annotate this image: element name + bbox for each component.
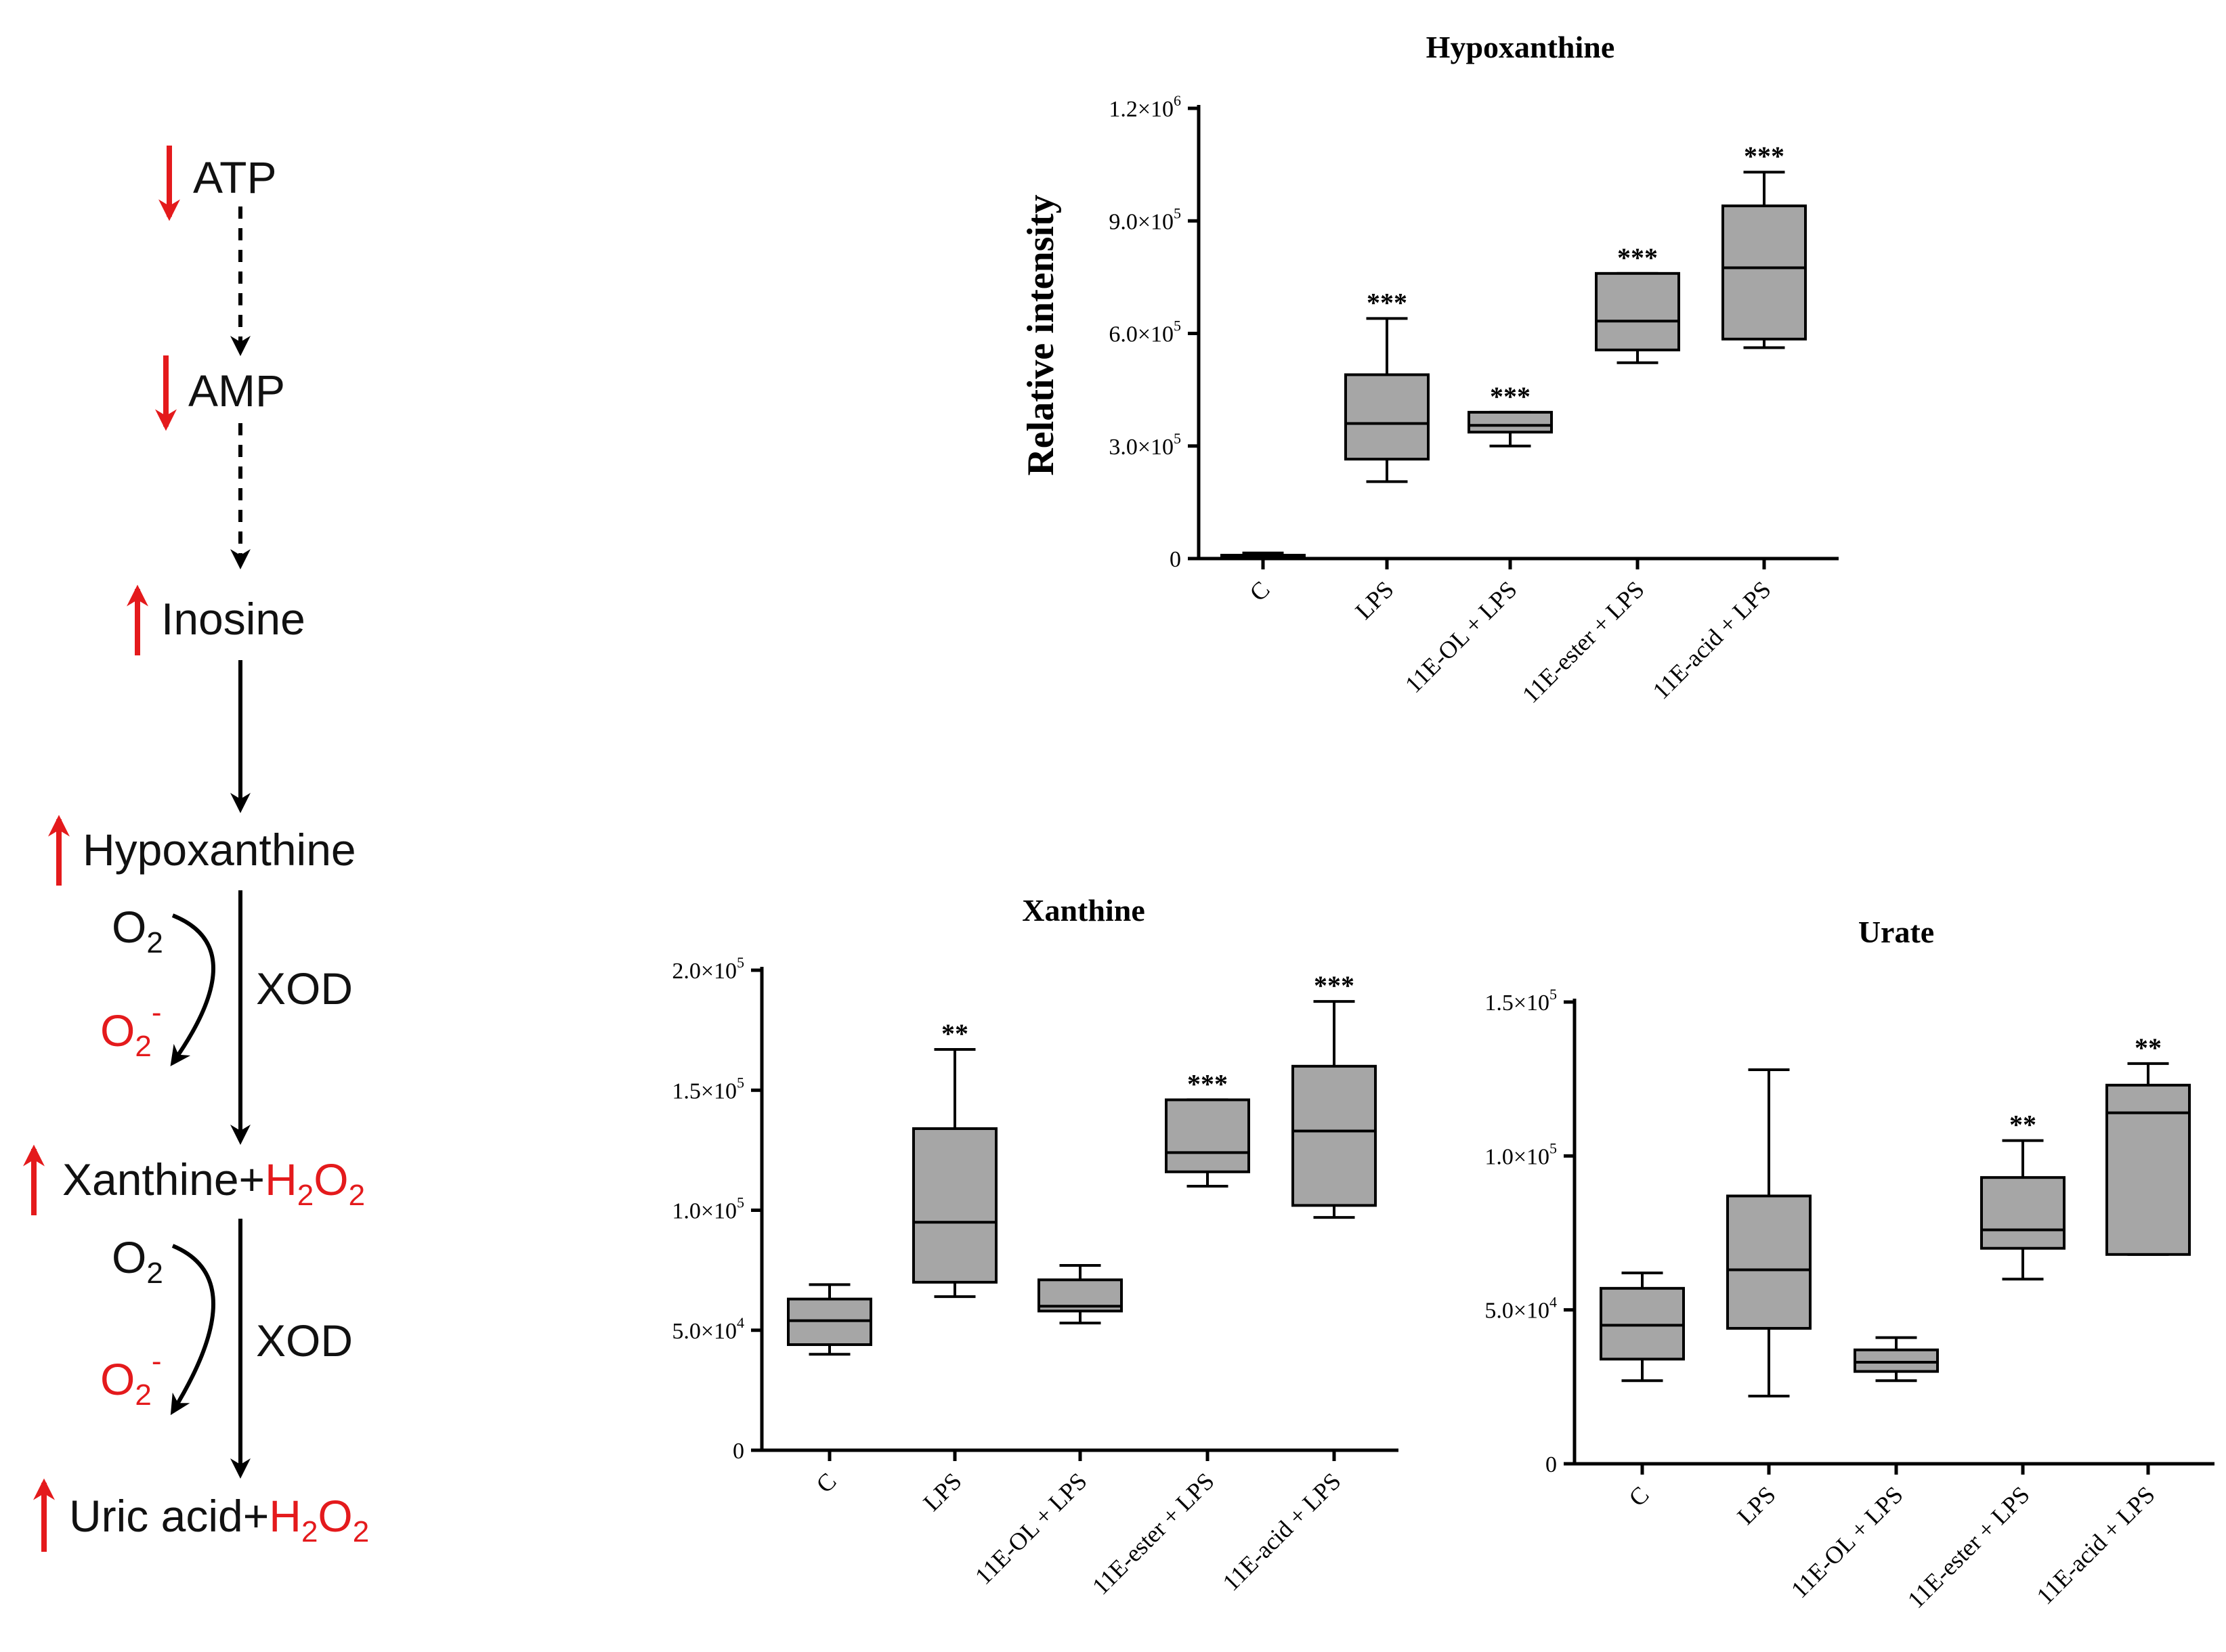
box-hypoxanthine-2: *** (1344, 287, 1430, 483)
curved-arrow-o2-superoxide (170, 1244, 215, 1416)
x-tick-label: 11E-OL + LPS (1400, 575, 1522, 698)
box-iqr (1600, 1286, 1685, 1361)
y-tick-label: 1.0×105 (672, 1194, 744, 1224)
x-tick-label: C (811, 1467, 841, 1498)
x-tick-label: 11E-ester + LPS (1087, 1467, 1220, 1600)
box-iqr (1854, 1348, 1939, 1373)
y-tick-label: 0 (1170, 547, 1181, 572)
y-tick-label: 0 (733, 1439, 744, 1464)
box-xanthine-3 (1037, 1264, 1123, 1325)
box-iqr (1726, 1194, 1812, 1330)
x-tick-label: 11E-OL + LPS (1786, 1481, 1908, 1603)
box-urate-4: ** (1980, 1110, 2066, 1281)
box-xanthine-1 (787, 1283, 872, 1356)
y-tick-label: 3.0×105 (1109, 430, 1181, 460)
box-hypoxanthine-1 (1220, 551, 1306, 560)
y-tick-label: 1.0×105 (1484, 1139, 1557, 1169)
significance-label: *** (1187, 1068, 1228, 1099)
purine-pathway-diagram: ATP AMP Inosine Hypoxanthine O2 O2- XOD … (23, 146, 369, 1552)
box-iqr (1165, 1098, 1250, 1173)
chart-title: Hypoxanthine (1426, 30, 1615, 64)
label-amp: AMP (188, 366, 285, 416)
x-tick-label: LPS (1350, 575, 1398, 624)
x-tick-label: 11E-acid + LPS (1217, 1467, 1346, 1596)
label-o2: O2 (112, 902, 163, 959)
label-superoxide: O2- (100, 1345, 161, 1412)
significance-label: *** (1367, 287, 1407, 318)
label-uric-acid-h2o2: Uric acid+H2O2 (69, 1491, 369, 1548)
label-xod: XOD (256, 1316, 353, 1366)
chart-hypoxanthine: Hypoxanthine Relative intensity 0 3.0×105 6.… (1020, 30, 1839, 708)
label-xod: XOD (256, 963, 353, 1014)
y-tick-label: 5.0×104 (672, 1314, 744, 1344)
box-hypoxanthine-5: *** (1721, 141, 1807, 349)
box-urate-1 (1600, 1271, 1685, 1383)
chart-xanthine: Xanthine 0 5.0×104 1.0×105 1.5×105 2.0×105 C LP… (672, 893, 1398, 1600)
box-xanthine-5: *** (1291, 970, 1377, 1219)
x-tick-label: 11E-OL + LPS (970, 1467, 1092, 1590)
chart-title: Xanthine (1022, 893, 1144, 928)
box-iqr (1721, 204, 1807, 341)
y-tick-label: 1.2×106 (1109, 92, 1181, 122)
significance-label: ** (2135, 1032, 2162, 1063)
x-tick-label: 11E-acid + LPS (2031, 1481, 2160, 1609)
y-tick-label: 1.5×105 (1484, 986, 1557, 1016)
significance-label: *** (1490, 381, 1531, 412)
label-inosine: Inosine (161, 594, 305, 644)
y-tick-label: 0 (1545, 1452, 1557, 1477)
chart-urate: Urate 0 5.0×104 1.0×105 1.5×105 C LPS 11E-OL + … (1484, 915, 2214, 1613)
significance-label: ** (941, 1018, 968, 1049)
curved-arrow-o2-superoxide (170, 913, 215, 1066)
label-o2: O2 (112, 1232, 163, 1290)
box-iqr (1980, 1176, 2066, 1250)
label-atp: ATP (193, 152, 276, 202)
x-tick-label: 11E-ester + LPS (1517, 575, 1650, 708)
box-urate-2 (1726, 1068, 1812, 1397)
y-axis-label: Relative intensity (1020, 194, 1062, 475)
x-tick-label: C (1244, 575, 1275, 606)
box-iqr (912, 1127, 998, 1284)
box-iqr (1344, 373, 1430, 461)
label-xanthine-h2o2: Xanthine+H2O2 (62, 1154, 365, 1212)
significance-label: *** (1314, 970, 1354, 1001)
significance-label: *** (1744, 141, 1784, 171)
label-hypoxanthine: Hypoxanthine (83, 825, 356, 875)
x-tick-label: LPS (1732, 1481, 1780, 1529)
significance-label: ** (2009, 1110, 2036, 1140)
box-hypoxanthine-4: *** (1595, 242, 1680, 364)
y-tick-label: 1.5×105 (672, 1074, 744, 1104)
x-tick-label: C (1623, 1481, 1654, 1511)
x-tick-label: 11E-ester + LPS (1902, 1481, 2035, 1613)
x-tick-label: LPS (918, 1467, 966, 1516)
box-xanthine-2: ** (912, 1018, 998, 1299)
box-urate-3 (1854, 1336, 1939, 1383)
box-iqr (1291, 1064, 1377, 1207)
label-superoxide: O2- (100, 996, 161, 1063)
y-tick-label: 5.0×104 (1484, 1294, 1557, 1324)
x-tick-label: 11E-acid + LPS (1647, 575, 1776, 704)
box-iqr (2105, 1083, 2191, 1256)
box-urate-5: ** (2105, 1032, 2191, 1256)
box-hypoxanthine-3: *** (1468, 381, 1553, 448)
box-iqr (1468, 410, 1553, 434)
significance-label: *** (1617, 242, 1658, 273)
box-xanthine-4: *** (1165, 1068, 1250, 1188)
box-iqr (1595, 271, 1680, 351)
y-tick-label: 9.0×105 (1109, 204, 1181, 234)
chart-title: Urate (1858, 915, 1934, 949)
y-tick-label: 6.0×105 (1109, 318, 1181, 347)
y-tick-label: 2.0×105 (672, 954, 744, 984)
